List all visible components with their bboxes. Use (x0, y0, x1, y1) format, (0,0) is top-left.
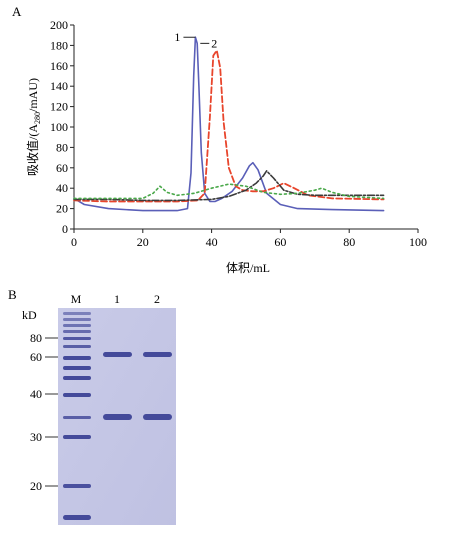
lane-label-2: 2 (154, 292, 160, 306)
marker-label-80: 80 (30, 331, 42, 345)
y-tick-label: 100 (50, 120, 68, 134)
chart-marks: 0 20 40 60 80 100 120 140 160 180 200 0 20 40 60 80 100 1… (50, 18, 427, 249)
y-tick-label: 60 (56, 161, 68, 175)
lane-1 (103, 352, 132, 420)
marker-band (63, 312, 91, 315)
marker-band (63, 318, 91, 321)
lane-label-1: 1 (114, 292, 120, 306)
marker-label-60: 60 (30, 350, 42, 364)
y-axis-label: 吸收值/(A280/mAU) (25, 78, 42, 176)
marker-label-30: 30 (30, 430, 42, 444)
marker-lane (63, 312, 91, 520)
lane-2 (143, 352, 172, 420)
annotation-2-label: 2 (211, 36, 217, 50)
y-tick-label: 40 (56, 181, 68, 195)
series-line-1 (73, 36, 385, 212)
kd-unit-label: kD (22, 308, 37, 322)
x-tick-label: 0 (71, 235, 77, 249)
sds-page-gel: B kD M 1 2 80 60 40 30 20 (8, 287, 176, 525)
y-tick-label: 160 (50, 59, 68, 73)
x-axis-label: 体积/mL (226, 261, 270, 275)
marker-band (63, 393, 91, 397)
y-tick-label: 200 (50, 18, 68, 32)
marker-band (63, 376, 91, 380)
marker-band (63, 416, 91, 419)
panel-a-label: A (12, 4, 22, 19)
marker-band (63, 515, 91, 520)
panel-b-label: B (8, 287, 17, 302)
x-tick-label: 40 (206, 235, 218, 249)
marker-band (63, 356, 91, 360)
y-tick-label: 80 (56, 140, 68, 154)
lane-2-band-lower (143, 414, 172, 420)
lane-1-band-upper (103, 352, 132, 357)
series-line-3 (73, 170, 385, 202)
marker-label-40: 40 (30, 387, 42, 401)
marker-band (63, 337, 91, 340)
marker-band (63, 345, 91, 348)
lane-1-band-lower (103, 414, 132, 420)
x-tick-label: 20 (137, 235, 149, 249)
marker-band (63, 435, 91, 439)
marker-band (63, 324, 91, 327)
marker-band (63, 366, 91, 370)
x-tick-label: 100 (409, 235, 427, 249)
marker-band (63, 330, 91, 333)
lane-label-m: M (71, 292, 82, 306)
annotation-1-label: 1 (174, 30, 180, 44)
y-tick-label: 20 (56, 202, 68, 216)
series-line-2 (73, 49, 385, 203)
y-tick-label: 120 (50, 100, 68, 114)
lane-2-band-upper (143, 352, 172, 357)
series-line-4 (73, 183, 385, 200)
marker-band (63, 484, 91, 488)
marker-label-20: 20 (30, 479, 42, 493)
y-tick-label: 140 (50, 79, 68, 93)
x-tick-label: 80 (343, 235, 355, 249)
x-tick-label: 60 (274, 235, 286, 249)
y-tick-label: 0 (62, 222, 68, 236)
elution-chart: A 0 20 40 60 80 100 120 140 160 180 200 0 20 40 60 80 10… (12, 4, 427, 275)
y-tick-label: 180 (50, 38, 68, 52)
